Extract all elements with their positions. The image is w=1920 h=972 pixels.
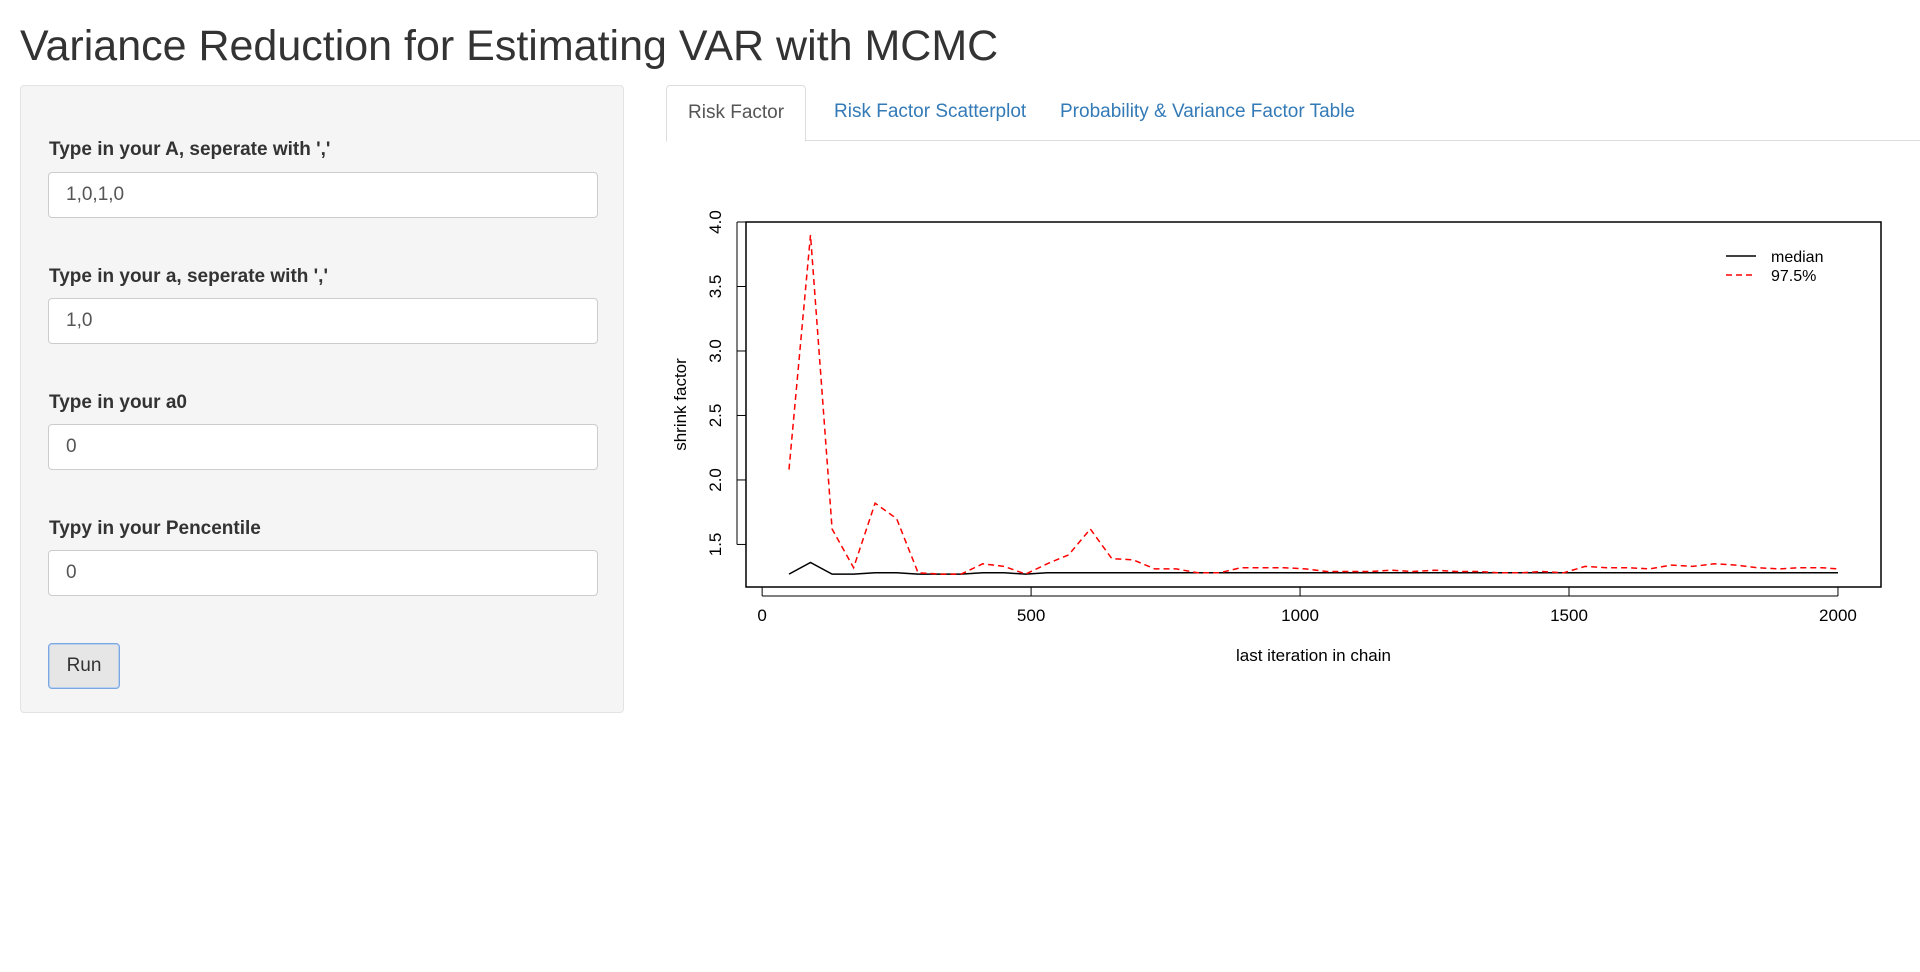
- input-a[interactable]: [48, 298, 598, 344]
- y-tick-label: 3.0: [706, 339, 725, 363]
- page-title: Variance Reduction for Estimating VAR wi…: [20, 22, 999, 70]
- shrink-factor-chart: 0 500 1000 1500 2000 1.5 2.0 2.5 3.0 3.5 4.0 median…: [671, 210, 1882, 665]
- y-tick-label: 4.0: [706, 210, 725, 234]
- tab-bar: Risk Factor Risk Factor Scatterplot Prob…: [666, 85, 1920, 142]
- x-tick-label: 1500: [1550, 606, 1588, 625]
- x-tick-label: 500: [1017, 606, 1045, 625]
- plot-frame: [745, 221, 1882, 588]
- input-a0[interactable]: [48, 424, 598, 470]
- x-tick-label: 1000: [1281, 606, 1319, 625]
- legend-label: 97.5%: [1771, 268, 1816, 285]
- tab-risk-factor[interactable]: Risk Factor: [666, 85, 807, 142]
- tab-probability-variance-table[interactable]: Probability & Variance Factor Table: [1060, 101, 1356, 122]
- y-tick-label: 2.5: [706, 404, 725, 428]
- y-tick-label: 2.0: [706, 468, 725, 492]
- y-tick-label: 3.5: [706, 275, 725, 299]
- tab-risk-factor-scatterplot[interactable]: Risk Factor Scatterplot: [834, 101, 1027, 122]
- y-tick-label: 1.5: [706, 533, 725, 557]
- series-line-median: [788, 561, 1838, 575]
- x-axis-label: last iteration in chain: [1236, 646, 1391, 665]
- x-tick-label: 0: [757, 606, 766, 625]
- series-line-upper: [788, 234, 1839, 575]
- y-axis-label: shrink factor: [671, 358, 690, 451]
- field-label-a0: Type in your a0: [49, 392, 187, 413]
- field-label-A: Type in your A, seperate with ',': [49, 139, 331, 160]
- input-percentile[interactable]: [48, 550, 598, 596]
- legend-label: median: [1771, 249, 1823, 266]
- x-tick-label: 2000: [1819, 606, 1857, 625]
- run-button[interactable]: Run: [48, 643, 120, 689]
- field-label-a: Type in your a, seperate with ',': [49, 266, 328, 287]
- input-A[interactable]: [48, 172, 598, 218]
- input-sidebar: Type in your A, seperate with ',' Type i…: [20, 85, 624, 713]
- field-label-percentile: Typy in your Pencentile: [49, 518, 261, 539]
